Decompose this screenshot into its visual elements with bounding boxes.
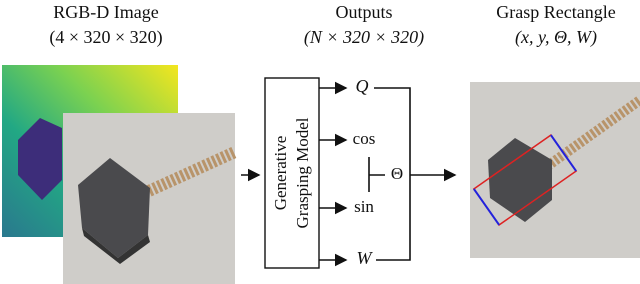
- rgb-image: [63, 113, 238, 284]
- result-image: [470, 82, 640, 258]
- model-label: Grasping Model: [293, 117, 312, 228]
- outputs-shape: (N × 320 × 320): [304, 27, 424, 48]
- output-theta: Θ: [391, 164, 403, 183]
- connector: [374, 87, 411, 261]
- model-label: Generative: [271, 136, 290, 211]
- result-params: (x, y, Θ, W): [515, 27, 597, 48]
- model-box: [264, 77, 320, 269]
- output-cos: cos: [353, 129, 376, 148]
- input-shape: (4 × 320 × 320): [49, 27, 162, 48]
- output-q: Q: [356, 76, 369, 96]
- input-title: RGB-D Image: [53, 2, 158, 22]
- output-sin: sin: [354, 197, 374, 216]
- result-title: Grasp Rectangle: [496, 2, 615, 22]
- outputs-title: Outputs: [335, 2, 392, 22]
- output-w: W: [357, 248, 374, 268]
- connector: [368, 157, 385, 192]
